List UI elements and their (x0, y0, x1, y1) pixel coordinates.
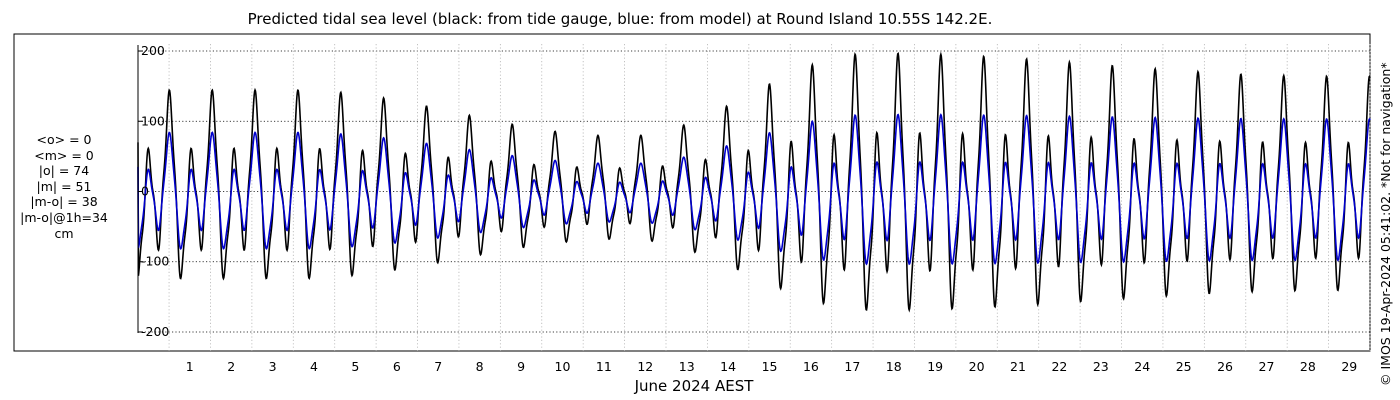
x-tick-label: 4 (310, 359, 318, 374)
stat-abs-diff: |m-o| = 38 (30, 194, 98, 210)
x-tick-label: 23 (1093, 359, 1109, 374)
x-tick-label: 6 (393, 359, 401, 374)
x-tick-label: 18 (886, 359, 902, 374)
x-tick-label: 2 (227, 359, 235, 374)
stat-unit: cm (54, 225, 74, 241)
stats-panel: <o> = 0 <m> = 0 |o| = 74 |m| = 51 |m-o| … (16, 132, 112, 241)
series-line-model (137, 113, 1371, 266)
stat-abs-diff-1h: |m-o|@1h=34 (20, 209, 108, 225)
credit-note: © IMOS 19-Apr-2024 05:41:02. *Not for na… (1378, 62, 1393, 386)
x-tick-label: 16 (803, 359, 819, 374)
x-tick-label: 12 (637, 359, 653, 374)
x-tick-label: 7 (434, 359, 442, 374)
x-axis-label: June 2024 AEST (634, 377, 755, 395)
x-tick-label: 19 (927, 359, 943, 374)
x-tick-label: 27 (1259, 359, 1275, 374)
x-tick-label: 28 (1300, 359, 1316, 374)
x-tick-label: 9 (517, 359, 525, 374)
y-tick-label: -200 (141, 324, 169, 339)
x-tick-label: 21 (1010, 359, 1026, 374)
y-tick-label: -100 (141, 254, 169, 269)
x-tick-label: 25 (1176, 359, 1192, 374)
y-ticks: -200 -100 0 100 200 (138, 43, 169, 339)
stat-abs-observed: |o| = 74 (38, 163, 90, 179)
stat-mean-model: <m> = 0 (34, 147, 94, 163)
chart-title: Predicted tidal sea level (black: from t… (247, 10, 993, 28)
outer-frame (13, 33, 1371, 352)
y-tick-label: 0 (141, 184, 149, 199)
x-tick-label: 3 (269, 359, 277, 374)
series-layer (137, 51, 1371, 313)
x-tick-label: 24 (1134, 359, 1150, 374)
x-ticks: 1 2 3 4 5 6 7 8 9 10 11 12 13 14 15 16 17 18 19 20 21 22 23 24 2… (186, 359, 1358, 374)
x-tick-label: 8 (476, 359, 484, 374)
y-tick-label: 200 (141, 43, 165, 58)
x-tick-label: 11 (596, 359, 612, 374)
y-tick-label: 100 (141, 113, 165, 128)
stat-mean-observed: <o> = 0 (36, 132, 92, 147)
x-tick-label: 1 (186, 359, 194, 374)
x-tick-label: 22 (1051, 359, 1067, 374)
x-tick-label: 14 (720, 359, 736, 374)
x-tick-label: 17 (844, 359, 860, 374)
x-tick-label: 15 (762, 359, 778, 374)
x-tick-label: 10 (555, 359, 571, 374)
x-tick-label: 20 (969, 359, 985, 374)
x-tick-label: 26 (1217, 359, 1233, 374)
x-tick-label: 5 (351, 359, 359, 374)
x-tick-label: 29 (1341, 359, 1357, 374)
x-tick-label: 13 (679, 359, 695, 374)
stat-abs-model: |m| = 51 (36, 178, 92, 194)
